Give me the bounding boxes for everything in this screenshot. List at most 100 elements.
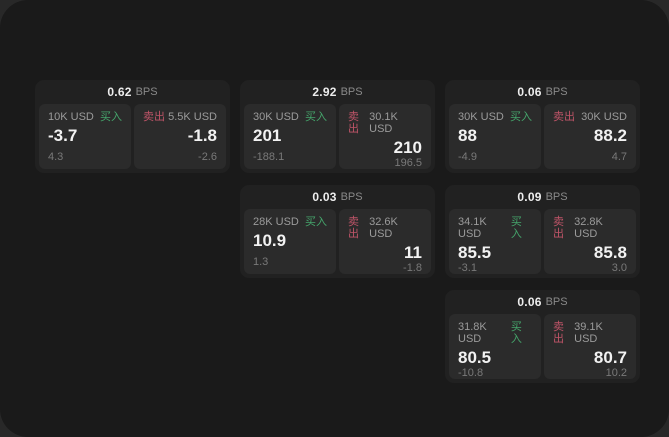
quote-card: 0.62 BPS 10K USD 买入 -3.7 4.3 卖出 5.5K USD… [35,80,230,173]
buy-price: 85.5 [458,243,492,262]
buy-amount: 10K USD [48,111,94,123]
quote-panels: 34.1K USD 买入 85.5 -3.1 卖出 32.8K USD 85.8… [445,209,640,278]
sell-price: -1.8 [187,126,217,145]
sell-delta: 10.2 [605,367,627,379]
sell-label: 卖出 [348,216,359,240]
buy-amount: 30K USD [458,111,504,123]
spread-value: 0.09 [517,190,542,204]
buy-panel[interactable]: 30K USD 买入 201 -188.1 [244,104,336,169]
quote-card: 0.09 BPS 34.1K USD 买入 85.5 -3.1 卖出 32.8K… [445,185,640,278]
spread-header: 0.62 BPS [35,80,230,104]
sell-panel[interactable]: 卖出 30.1K USD 210 196.5 [339,104,431,169]
sell-price: 80.7 [593,348,627,367]
buy-panel-top: 31.8K USD 买入 [458,321,532,345]
buy-amount: 30K USD [253,111,299,123]
spread-header: 0.09 BPS [445,185,640,209]
spread-unit: BPS [545,191,568,203]
buy-amount: 31.8K USD [458,321,487,345]
sell-panel[interactable]: 卖出 39.1K USD 80.7 10.2 [544,314,636,379]
quote-card: 0.03 BPS 28K USD 买入 10.9 1.3 卖出 32.6K US… [240,185,435,278]
buy-delta: 4.3 [48,151,64,163]
quote-card: 0.06 BPS 30K USD 买入 88 -4.9 卖出 30K USD 8… [445,80,640,173]
spread-value: 0.06 [517,85,542,99]
sell-delta: 3.0 [611,262,627,274]
spread-value: 0.62 [107,85,132,99]
buy-panel-top: 30K USD 买入 [253,111,327,123]
quote-panels: 30K USD 买入 88 -4.9 卖出 30K USD 88.2 4.7 [445,104,640,173]
sell-panel-top: 卖出 32.8K USD [553,216,627,240]
sell-panel[interactable]: 卖出 32.8K USD 85.8 3.0 [544,209,636,274]
spread-value: 0.03 [312,190,337,204]
spread-unit: BPS [340,191,363,203]
sell-amount: 32.6K USD [369,216,398,240]
buy-panel[interactable]: 10K USD 买入 -3.7 4.3 [39,104,131,169]
buy-panel-top: 34.1K USD 买入 [458,216,532,240]
sell-price: 85.8 [593,243,627,262]
sell-label: 卖出 [143,111,165,123]
spread-unit: BPS [545,296,568,308]
sell-price: 210 [393,138,422,157]
buy-price: 80.5 [458,348,492,367]
buy-delta: -3.1 [458,262,477,274]
buy-delta: -4.9 [458,151,477,163]
sell-amount: 30K USD [581,111,627,123]
spread-unit: BPS [340,86,363,98]
spread-header: 0.06 BPS [445,290,640,314]
sell-amount: 30.1K USD [369,111,398,135]
sell-price: 11 [404,243,422,262]
sell-panel[interactable]: 卖出 5.5K USD -1.8 -2.6 [134,104,226,169]
sell-label: 卖出 [553,111,575,123]
spread-unit: BPS [135,86,158,98]
sell-panel[interactable]: 卖出 30K USD 88.2 4.7 [544,104,636,169]
quote-panels: 30K USD 买入 201 -188.1 卖出 30.1K USD 210 1… [240,104,435,173]
spread-header: 0.03 BPS [240,185,435,209]
sell-amount: 32.8K USD [574,216,603,240]
quote-panels: 10K USD 买入 -3.7 4.3 卖出 5.5K USD -1.8 -2.… [35,104,230,173]
sell-label: 卖出 [553,321,564,345]
spread-value: 0.06 [517,295,542,309]
buy-label: 买入 [510,111,532,123]
buy-label: 买入 [100,111,122,123]
buy-price: 201 [253,126,282,145]
spread-value: 2.92 [312,85,337,99]
buy-price: 10.9 [253,231,287,250]
sell-amount: 39.1K USD [574,321,603,345]
sell-panel-top: 卖出 30K USD [553,111,627,123]
buy-price: 88 [458,126,477,145]
buy-label: 买入 [305,111,327,123]
buy-label: 买入 [305,216,327,228]
buy-panel-top: 10K USD 买入 [48,111,122,123]
sell-delta: -2.6 [198,151,217,163]
quote-panels: 31.8K USD 买入 80.5 -10.8 卖出 39.1K USD 80.… [445,314,640,383]
buy-panel[interactable]: 28K USD 买入 10.9 1.3 [244,209,336,274]
sell-price: 88.2 [593,126,627,145]
buy-amount: 28K USD [253,216,299,228]
quote-card: 2.92 BPS 30K USD 买入 201 -188.1 卖出 30.1K … [240,80,435,173]
quote-card: 0.06 BPS 31.8K USD 买入 80.5 -10.8 卖出 39.1… [445,290,640,383]
sell-panel-top: 卖出 30.1K USD [348,111,422,135]
sell-panel-top: 卖出 39.1K USD [553,321,627,345]
buy-panel[interactable]: 34.1K USD 买入 85.5 -3.1 [449,209,541,274]
sell-panel-top: 卖出 5.5K USD [143,111,217,123]
sell-panel[interactable]: 卖出 32.6K USD 11 -1.8 [339,209,431,274]
buy-panel-top: 28K USD 买入 [253,216,327,228]
spread-header: 0.06 BPS [445,80,640,104]
sell-delta: 4.7 [611,151,627,163]
buy-panel[interactable]: 30K USD 买入 88 -4.9 [449,104,541,169]
buy-label: 买入 [510,216,522,240]
buy-panel-top: 30K USD 买入 [458,111,532,123]
buy-label: 买入 [510,321,522,345]
sell-label: 卖出 [348,111,359,135]
buy-amount: 34.1K USD [458,216,487,240]
spread-unit: BPS [545,86,568,98]
sell-panel-top: 卖出 32.6K USD [348,216,422,240]
sell-delta: 196.5 [394,157,422,169]
sell-amount: 5.5K USD [168,111,217,123]
buy-delta: 1.3 [253,256,269,268]
buy-price: -3.7 [48,126,78,145]
buy-delta: -10.8 [458,367,484,379]
buy-panel[interactable]: 31.8K USD 买入 80.5 -10.8 [449,314,541,379]
buy-delta: -188.1 [253,151,285,163]
quote-panels: 28K USD 买入 10.9 1.3 卖出 32.6K USD 11 -1.8 [240,209,435,278]
